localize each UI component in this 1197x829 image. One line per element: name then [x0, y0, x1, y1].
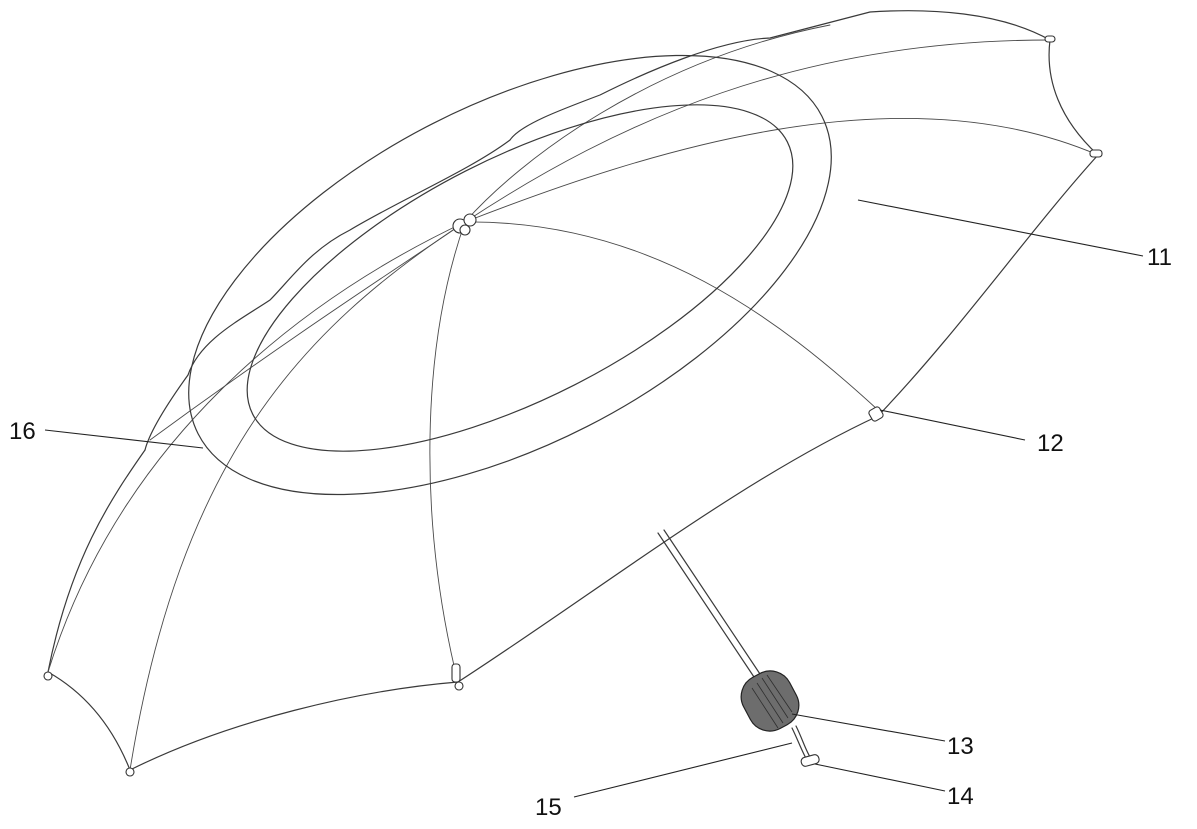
umbrella-handle — [733, 663, 806, 739]
rib-tips — [44, 36, 1102, 776]
rib-tip-cap — [44, 672, 52, 680]
rib-tip-cap — [455, 682, 463, 690]
umbrella-ribs — [48, 25, 1098, 770]
label-canopy: 11 — [1147, 244, 1172, 271]
crown-cap — [453, 214, 476, 235]
reference-numerals: 11 12 13 14 15 16 — [9, 244, 1172, 821]
rib — [465, 40, 1050, 222]
rib-tip-cap — [1090, 150, 1102, 157]
label-handle: 13 — [947, 733, 974, 760]
label-cord-end: 14 — [947, 783, 974, 810]
inner-ring-outer — [121, 0, 899, 585]
umbrella-canopy — [48, 11, 1098, 770]
canopy-near-edge — [48, 155, 1098, 770]
umbrella-shaft — [658, 530, 762, 680]
wrist-cord — [792, 726, 820, 767]
rib — [465, 25, 830, 222]
inner-ring-inner — [198, 35, 842, 521]
label-inner-panel: 16 — [9, 418, 36, 445]
canopy-far-edge — [145, 11, 1098, 450]
rib-tip-cap — [452, 664, 460, 682]
rib — [465, 222, 878, 410]
rib-tip-cap — [126, 768, 134, 776]
label-wrist-cord: 15 — [535, 794, 562, 821]
rib — [465, 118, 1098, 222]
rib-tip-cap — [1045, 36, 1055, 42]
cord-end-toggle — [800, 754, 820, 767]
label-rib-tip: 12 — [1037, 430, 1064, 457]
inner-panel-ring — [121, 0, 899, 585]
rib — [430, 222, 465, 670]
rib — [48, 222, 465, 672]
rib — [130, 222, 465, 770]
